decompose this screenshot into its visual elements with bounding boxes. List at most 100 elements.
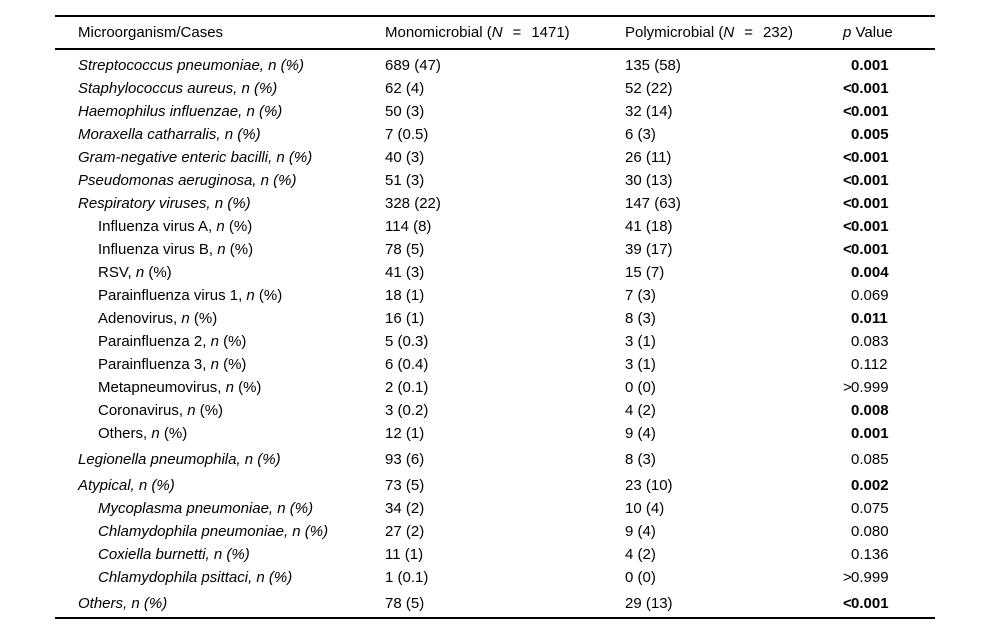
monomicrobial-value: 689 (47)	[385, 57, 441, 74]
table-row: Coronavirus, n (%) 3 (0.2) 4 (2) 0.008	[55, 399, 935, 422]
n-symbol: n	[131, 595, 140, 612]
polymicrobial-value: 30 (13)	[625, 172, 673, 189]
p-value: 0.004	[843, 261, 935, 284]
monomicrobial-count: 1471)	[531, 24, 570, 41]
monomicrobial-value: 34 (2)	[385, 500, 425, 517]
table-row: RSV, n (%) 41 (3) 15 (7) 0.004	[55, 261, 935, 284]
p-value: <0.001	[843, 77, 935, 100]
organism-name: Haemophilus influenzae,	[78, 103, 247, 120]
n-symbol: n	[276, 149, 285, 166]
p-value: <0.001	[843, 215, 935, 238]
monomicrobial-value: 7 (0.5)	[385, 126, 429, 143]
n-symbol: n	[256, 569, 265, 586]
p-symbol: p	[843, 24, 852, 41]
p-value-number: 0.001	[851, 80, 889, 97]
equals-sign: =	[512, 24, 522, 41]
microorganism-label: Pseudomonas aeruginosa, n (%)	[55, 169, 385, 192]
table-row: Streptococcus pneumoniae, n (%) 689 (47) 1…	[55, 54, 935, 77]
organism-name: Gram-negative enteric bacilli,	[78, 149, 277, 166]
organism-name: Chlamydophila psittaci,	[98, 569, 257, 586]
p-value: <0.001	[843, 592, 935, 615]
organism-name: Atypical,	[78, 477, 139, 494]
p-value-prefix: <	[843, 172, 852, 189]
table-body: Streptococcus pneumoniae, n (%) 689 (47) 1…	[55, 50, 935, 617]
microorganism-label: Haemophilus influenzae, n (%)	[55, 100, 385, 123]
polymicrobial-label: Polymicrobial (	[625, 24, 724, 41]
polymicrobial-value: 135 (58)	[625, 57, 681, 74]
table-row: Legionella pneumophila, n (%) 93 (6) 8 (3)…	[55, 448, 935, 471]
organism-name: Influenza virus B,	[98, 241, 218, 258]
percent-symbol: (%)	[223, 195, 251, 212]
monomicrobial-value: 41 (3)	[385, 264, 425, 281]
p-value-number: 0.085	[851, 451, 889, 468]
polymicrobial-value: 9 (4)	[625, 425, 656, 442]
p-value-number: 0.001	[851, 172, 889, 189]
table-header-row: Microorganism/Cases Monomicrobial (N = 147…	[55, 17, 935, 50]
organism-name: Adenovirus,	[98, 310, 182, 327]
percent-symbol: (%)	[268, 172, 297, 189]
n-symbol: n	[224, 126, 234, 143]
header-col-monomicrobial: Monomicrobial (N = 1471)	[385, 24, 625, 41]
n-symbol: n	[225, 379, 234, 396]
microorganism-label: Chlamydophila psittaci, n (%)	[55, 566, 385, 589]
p-value: 0.069	[843, 284, 935, 307]
percent-symbol: (%)	[285, 500, 314, 517]
polymicrobial-value: 15 (7)	[625, 264, 665, 281]
polymicrobial-value: 147 (63)	[625, 195, 681, 212]
p-value-number: 0.001	[851, 595, 889, 612]
p-value-number: 0.002	[851, 477, 889, 494]
p-value-prefix: <	[843, 80, 852, 97]
percent-symbol: (%)	[139, 595, 168, 612]
p-value-number: 0.001	[851, 57, 889, 74]
n-symbol: n	[138, 477, 148, 494]
organism-name: Parainfluenza virus 1,	[98, 287, 247, 304]
organism-name: Coronavirus,	[98, 402, 188, 419]
percent-symbol: (%)	[224, 218, 253, 235]
organism-name: Others,	[78, 595, 132, 612]
header-col-polymicrobial: Polymicrobial (N = 232)	[625, 24, 843, 41]
percent-symbol: (%)	[300, 523, 329, 540]
polymicrobial-value: 6 (3)	[625, 126, 656, 143]
p-value: <0.001	[843, 192, 935, 215]
polymicrobial-value: 8 (3)	[625, 451, 656, 468]
equals-sign: =	[744, 24, 753, 41]
monomicrobial-value: 6 (0.4)	[385, 356, 429, 373]
table-row: Influenza virus A, n (%) 114 (8) 41 (18) <0…	[55, 215, 935, 238]
percent-symbol: (%)	[254, 103, 283, 120]
monomicrobial-value: 12 (1)	[385, 425, 425, 442]
organism-name: Moraxella catharralis,	[78, 126, 225, 143]
microorganism-label: Metapneumovirus, n (%)	[55, 376, 385, 399]
percent-symbol: (%)	[218, 333, 247, 350]
organism-name: Respiratory viruses,	[78, 195, 215, 212]
table-row: Gram-negative enteric bacilli, n (%) 40 (…	[55, 146, 935, 169]
p-value-number: 0.136	[851, 546, 889, 563]
monomicrobial-value: 1 (0.1)	[385, 569, 429, 586]
p-value: 0.083	[843, 330, 935, 353]
p-value-label: Value	[851, 24, 893, 41]
p-value: 0.001	[843, 422, 935, 445]
p-value-prefix: >	[843, 379, 852, 396]
p-value-number: 0.005	[851, 126, 889, 143]
table-row: Parainfluenza 3, n (%) 6 (0.4) 3 (1) 0.112	[55, 353, 935, 376]
organism-name: Streptococcus pneumoniae,	[78, 57, 269, 74]
microorganism-label: Gram-negative enteric bacilli, n (%)	[55, 146, 385, 169]
monomicrobial-value: 40 (3)	[385, 149, 425, 166]
microorganism-label: Others, n (%)	[55, 422, 385, 445]
n-symbol: n	[210, 333, 219, 350]
microorganism-label: Atypical, n (%)	[55, 474, 385, 497]
percent-symbol: (%)	[284, 149, 313, 166]
p-value: 0.085	[843, 448, 935, 471]
monomicrobial-value: 78 (5)	[385, 595, 425, 612]
organism-name: Pseudomonas aeruginosa,	[78, 172, 261, 189]
p-value-prefix: <	[843, 103, 852, 120]
microorganism-label: Parainfluenza 3, n (%)	[55, 353, 385, 376]
p-value-number: 0.001	[851, 195, 889, 212]
monomicrobial-value: 51 (3)	[385, 172, 425, 189]
organism-name: Chlamydophila pneumoniae,	[98, 523, 293, 540]
p-value-number: 0.004	[851, 264, 889, 281]
monomicrobial-value: 50 (3)	[385, 103, 425, 120]
n-symbol: n	[214, 195, 224, 212]
n-symbol: n	[187, 402, 196, 419]
n-symbol: N	[723, 24, 735, 41]
